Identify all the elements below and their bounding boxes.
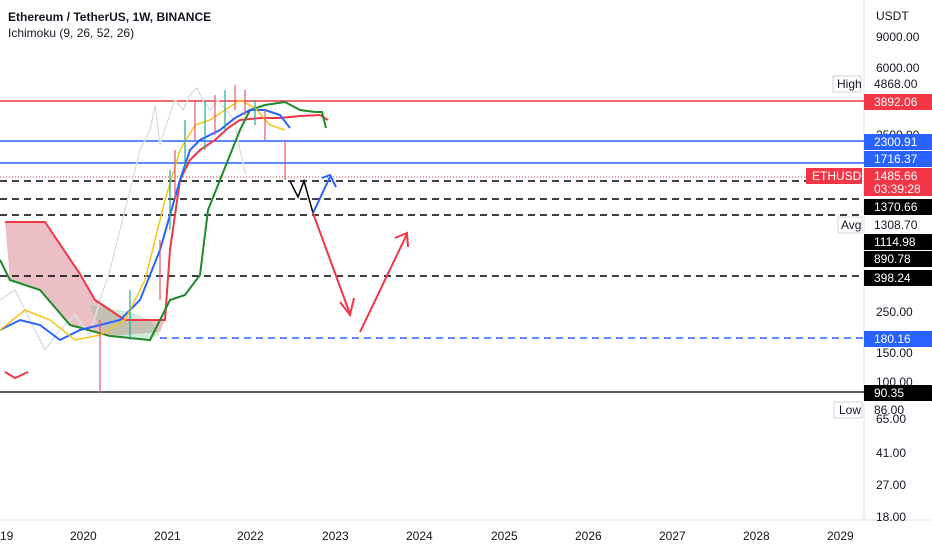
ichimoku-cloud-fill xyxy=(5,222,165,336)
level-1114-tag: 1114.98 xyxy=(874,235,916,249)
blue-level-tag-1: 2300.91 xyxy=(874,135,918,149)
time-tick-2019: 19 xyxy=(0,529,14,543)
ichimoku-leading-span-b xyxy=(5,113,329,321)
price-candles xyxy=(99,85,286,393)
red-level-tag-bg xyxy=(864,94,932,110)
avg-value: 1308.70 xyxy=(874,218,918,232)
low-marker: Low 86.00 xyxy=(833,401,904,419)
time-tick-2024: 2024 xyxy=(406,529,433,543)
avg-tag: Avg xyxy=(841,218,861,232)
red-level-tag: 3892.06 xyxy=(874,95,918,109)
time-tick-2020: 2020 xyxy=(70,529,97,543)
high-tag: High xyxy=(837,77,862,91)
blue-level-tag-2: 1716.37 xyxy=(874,152,918,166)
last-price-tag-bg xyxy=(864,168,932,196)
blue-up-arrow xyxy=(312,176,331,214)
time-tick-2026: 2026 xyxy=(575,529,602,543)
time-tick-2029: 2029 xyxy=(827,529,854,543)
bottom-level-tag: 90.35 xyxy=(874,386,904,400)
level-398-tag-bg xyxy=(864,270,932,286)
level-890-tag-bg xyxy=(864,251,932,267)
level-1370-tag: 1370.66 xyxy=(874,200,918,214)
avg-tag-bg xyxy=(837,216,863,234)
red-left-arrow xyxy=(4,371,29,380)
level-398-tag: 398.24 xyxy=(874,271,911,285)
price-tick-6000: 6000.00 xyxy=(876,61,920,75)
price-tick-150: 150.00 xyxy=(876,346,913,360)
red-up-arrow-head xyxy=(394,231,409,248)
price-tick-41: 41.00 xyxy=(876,446,906,460)
time-tick-2021: 2021 xyxy=(154,529,181,543)
price-tick-27: 27.00 xyxy=(876,478,906,492)
time-tick-2025: 2025 xyxy=(491,529,518,543)
symbol-tag-bg xyxy=(806,168,862,184)
price-candles-green xyxy=(129,90,256,340)
chart-legend[interactable]: Ethereum / TetherUS, 1W, BINANCE Ichimok… xyxy=(8,9,211,41)
high-value: 4868.00 xyxy=(874,77,918,91)
level-890-tag: 890.78 xyxy=(874,252,911,266)
blue-dashed-tag: 180.16 xyxy=(874,332,911,346)
level-1370-tag-bg xyxy=(864,199,932,215)
time-tick-2023: 2023 xyxy=(322,529,349,543)
time-tick-2027: 2027 xyxy=(659,529,686,543)
price-tick-18: 18.00 xyxy=(876,510,906,524)
level-1114-tag-bg xyxy=(864,234,932,250)
blue-level-tag-1-bg xyxy=(864,134,932,150)
time-tick-2028: 2028 xyxy=(743,529,770,543)
price-tick-65: 65.00 xyxy=(876,412,906,426)
ichimoku-conversion-line xyxy=(0,99,286,341)
low-value: 86.00 xyxy=(874,403,904,417)
red-down-arrow-head xyxy=(339,297,355,318)
last-price-tag: 1485.66 xyxy=(874,169,918,183)
blue-up-arrow-head xyxy=(321,173,337,188)
price-tick-250: 250.00 xyxy=(876,305,913,319)
time-tick-2022: 2022 xyxy=(237,529,264,543)
ichimoku-leading-span-a xyxy=(0,100,327,342)
red-up-arrow xyxy=(359,233,408,333)
symbol-tag: ETHUSDT xyxy=(812,169,869,183)
blue-level-tag-2-bg xyxy=(864,151,932,167)
ichimoku-lagging-span-visible xyxy=(0,87,247,351)
symbol-title[interactable]: Ethereum / TetherUS, 1W, BINANCE xyxy=(8,10,212,24)
red-down-arrow xyxy=(312,212,351,315)
indicator-label[interactable]: Ichimoku (9, 26, 52, 26) xyxy=(8,26,135,40)
price-axis-currency: USDT xyxy=(876,9,909,23)
countdown-tag: 03:39:28 xyxy=(874,182,921,196)
price-tick-9000: 9000.00 xyxy=(876,30,920,44)
bottom-level-tag-bg xyxy=(864,385,932,401)
projection-drop-path xyxy=(289,178,314,214)
blue-dashed-tag-bg xyxy=(864,331,932,347)
high-marker: High 4868.00 xyxy=(832,75,918,93)
low-tag: Low xyxy=(839,403,861,417)
